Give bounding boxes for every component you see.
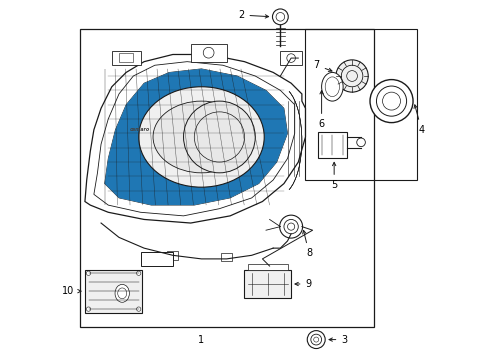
Circle shape — [136, 307, 141, 311]
Ellipse shape — [139, 87, 264, 187]
Circle shape — [86, 307, 90, 311]
Text: 8: 8 — [302, 230, 311, 258]
Polygon shape — [104, 69, 287, 205]
Circle shape — [279, 215, 302, 238]
Text: 6: 6 — [318, 91, 324, 129]
Circle shape — [272, 9, 287, 25]
Text: 1: 1 — [198, 334, 204, 345]
Polygon shape — [85, 54, 305, 223]
Text: 10: 10 — [62, 286, 81, 296]
Bar — [221, 253, 231, 261]
Text: 3: 3 — [328, 334, 347, 345]
Circle shape — [136, 271, 141, 275]
Bar — [167, 251, 178, 260]
Bar — [317, 132, 346, 158]
Circle shape — [306, 330, 325, 348]
Text: 2: 2 — [238, 10, 268, 20]
Bar — [190, 44, 226, 62]
Circle shape — [356, 138, 365, 147]
Bar — [280, 51, 301, 65]
Ellipse shape — [115, 284, 129, 302]
Bar — [247, 264, 287, 270]
Text: 4: 4 — [413, 105, 424, 135]
Circle shape — [86, 271, 90, 275]
Circle shape — [183, 101, 255, 173]
Text: 7: 7 — [313, 60, 331, 71]
Ellipse shape — [153, 101, 249, 173]
FancyBboxPatch shape — [140, 252, 172, 266]
Text: 9: 9 — [294, 279, 311, 289]
Bar — [112, 51, 140, 65]
Bar — [80, 30, 373, 327]
Bar — [119, 53, 133, 62]
Text: 5: 5 — [330, 162, 337, 190]
Bar — [244, 270, 290, 298]
Circle shape — [369, 80, 412, 123]
Bar — [85, 270, 142, 313]
Ellipse shape — [321, 72, 343, 101]
Circle shape — [335, 60, 367, 92]
Text: camaro: camaro — [129, 127, 150, 132]
Bar — [305, 30, 416, 180]
